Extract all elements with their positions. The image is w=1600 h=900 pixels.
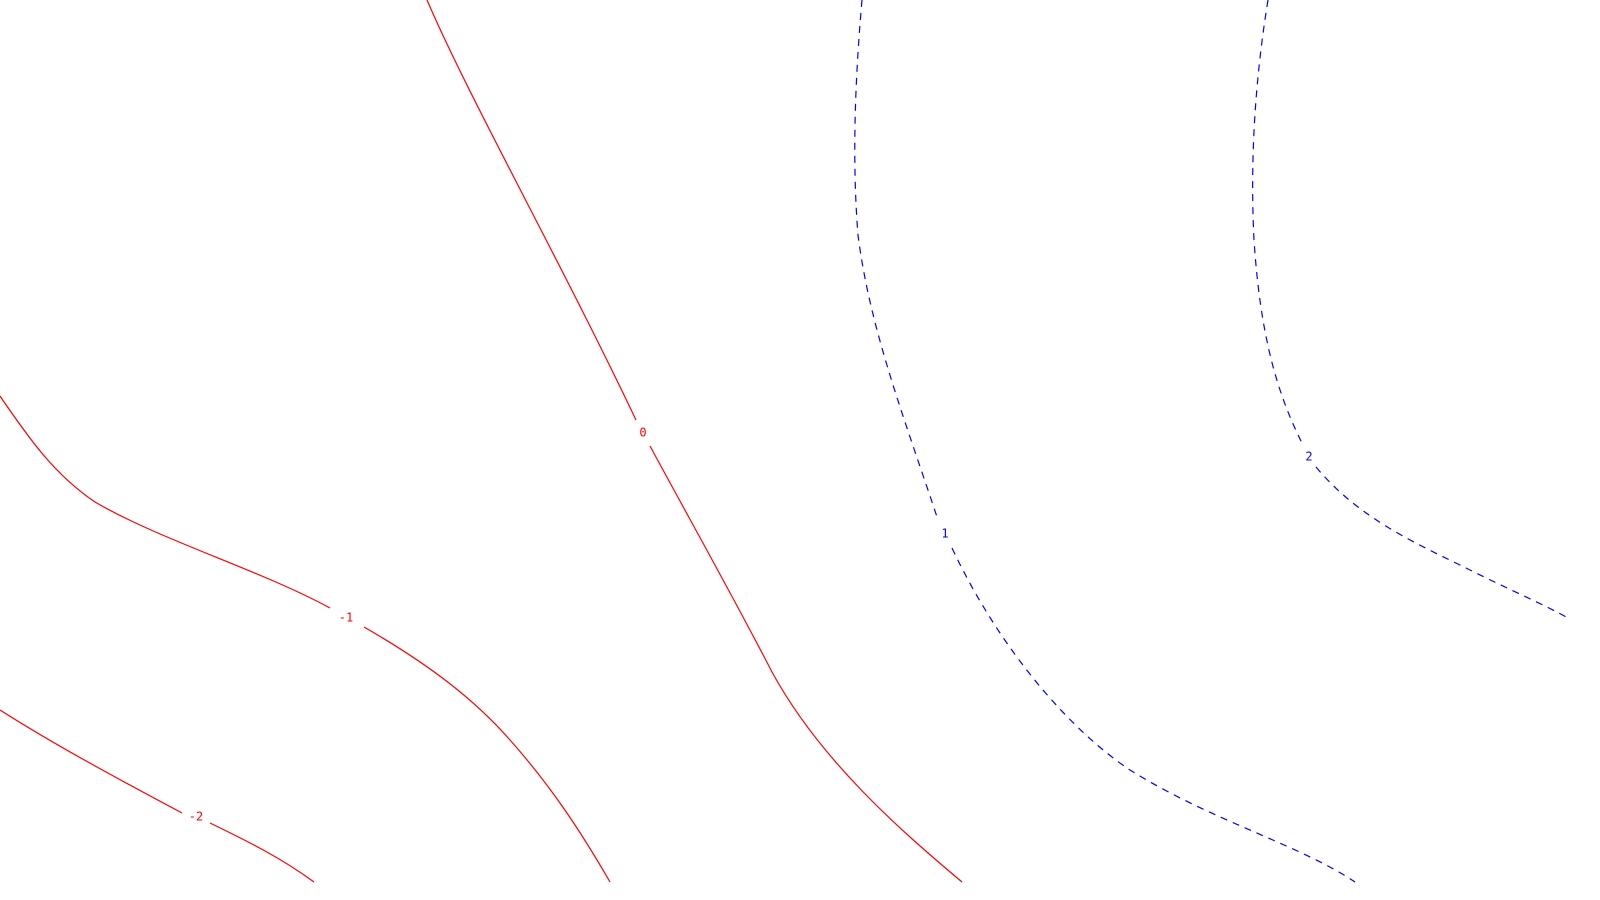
contour-label-1: 1 <box>941 527 948 541</box>
contour-lines <box>0 0 1569 883</box>
contour-line-0 <box>426 0 963 883</box>
contour-label-minus-2: -2 <box>189 810 203 824</box>
contour-label-minus-1: -1 <box>339 611 353 625</box>
contour-line-1 <box>854 0 1356 883</box>
contour-label-2: 2 <box>1305 450 1312 464</box>
contour-line-minus-1 <box>0 395 611 883</box>
contour-line-minus-2 <box>0 709 315 883</box>
contour-line-2 <box>1252 0 1569 619</box>
contour-labels: -2 -1 0 1 2 <box>189 426 1313 824</box>
contour-label-0: 0 <box>639 426 646 440</box>
